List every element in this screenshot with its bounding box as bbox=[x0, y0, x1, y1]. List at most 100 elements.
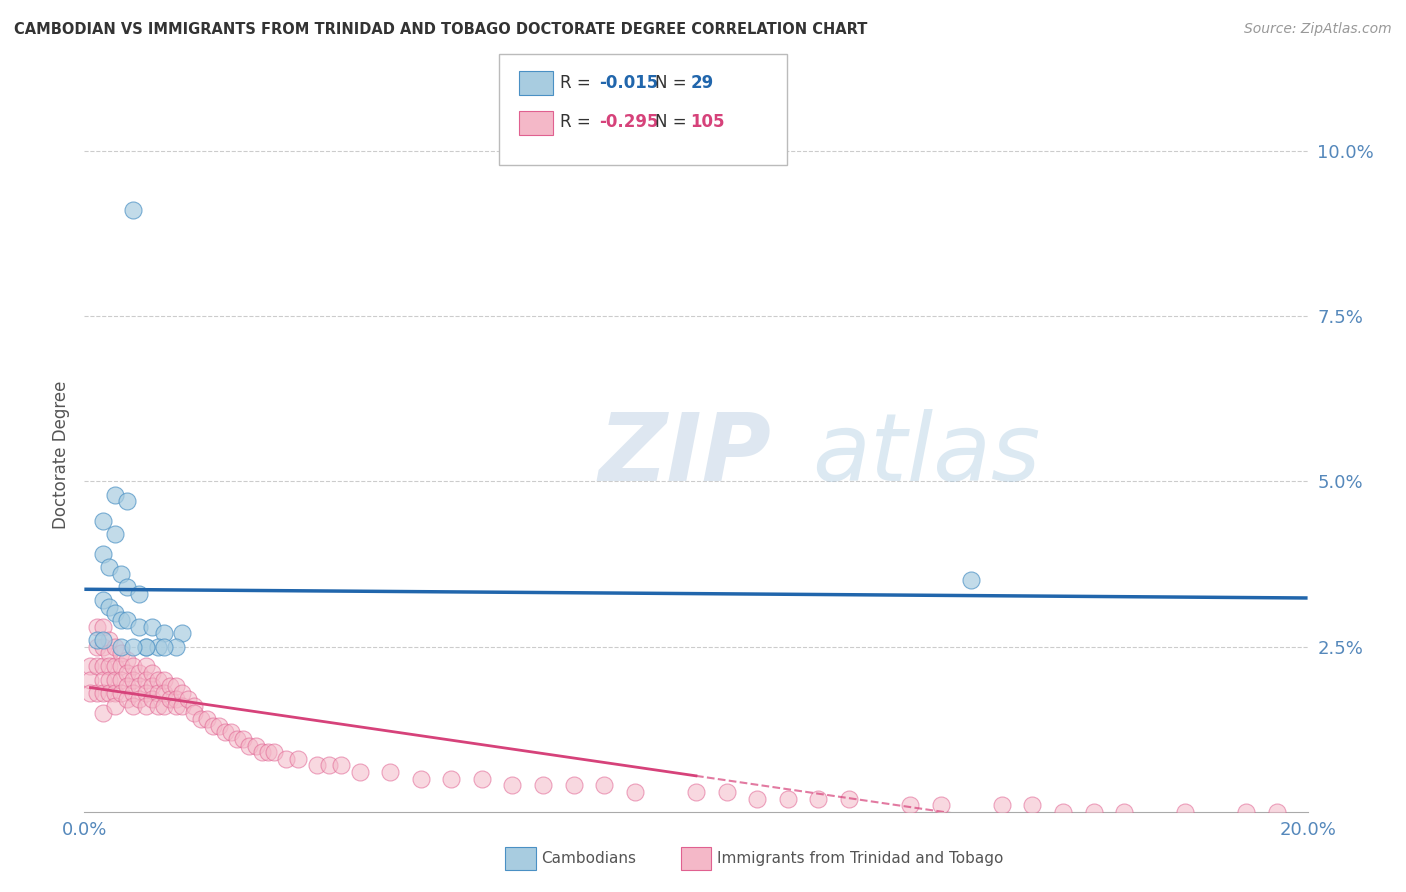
Point bbox=[318, 758, 340, 772]
Point bbox=[91, 659, 114, 673]
Text: N =: N = bbox=[655, 74, 692, 92]
Point bbox=[409, 772, 432, 786]
Point bbox=[135, 686, 157, 700]
Point bbox=[122, 686, 145, 700]
Point bbox=[141, 665, 163, 680]
Text: CAMBODIAN VS IMMIGRANTS FROM TRINIDAD AND TOBAGO DOCTORATE DEGREE CORRELATION CH: CAMBODIAN VS IMMIGRANTS FROM TRINIDAD AN… bbox=[14, 22, 868, 37]
Point bbox=[135, 659, 157, 673]
Point bbox=[991, 798, 1014, 813]
Point bbox=[593, 778, 616, 792]
Point bbox=[807, 791, 830, 805]
Point bbox=[115, 665, 138, 680]
Point bbox=[128, 692, 150, 706]
Point bbox=[1114, 805, 1136, 819]
Point bbox=[183, 706, 205, 720]
Point bbox=[115, 494, 138, 508]
Point bbox=[257, 745, 280, 759]
Point bbox=[122, 203, 145, 218]
Point bbox=[79, 673, 101, 687]
Point bbox=[86, 640, 108, 654]
Point bbox=[1083, 805, 1105, 819]
Point bbox=[153, 673, 176, 687]
Text: 105: 105 bbox=[690, 113, 725, 131]
Point bbox=[1265, 805, 1288, 819]
Point bbox=[110, 566, 132, 581]
Text: ZIP: ZIP bbox=[598, 409, 770, 501]
Text: Cambodians: Cambodians bbox=[541, 851, 637, 865]
Point bbox=[214, 725, 236, 739]
Point bbox=[115, 679, 138, 693]
Text: -0.295: -0.295 bbox=[599, 113, 658, 131]
Point bbox=[165, 692, 187, 706]
Point bbox=[201, 719, 224, 733]
Point bbox=[716, 785, 738, 799]
Point bbox=[898, 798, 921, 813]
Point bbox=[685, 785, 707, 799]
Point bbox=[104, 673, 127, 687]
Point bbox=[86, 659, 108, 673]
Point bbox=[440, 772, 463, 786]
Point bbox=[79, 659, 101, 673]
Point bbox=[110, 659, 132, 673]
Point bbox=[128, 679, 150, 693]
Point bbox=[172, 686, 194, 700]
Point bbox=[165, 640, 187, 654]
Point bbox=[91, 640, 114, 654]
Point bbox=[226, 732, 249, 747]
Text: R =: R = bbox=[560, 113, 596, 131]
Point bbox=[97, 646, 120, 660]
Point bbox=[135, 640, 157, 654]
Point bbox=[250, 745, 273, 759]
Point bbox=[776, 791, 799, 805]
Point bbox=[330, 758, 353, 772]
Point bbox=[153, 698, 176, 713]
Point bbox=[141, 692, 163, 706]
Point bbox=[153, 686, 176, 700]
Point bbox=[208, 719, 231, 733]
Point bbox=[190, 712, 212, 726]
Text: 29: 29 bbox=[690, 74, 714, 92]
Point bbox=[562, 778, 585, 792]
Point bbox=[97, 560, 120, 574]
Point bbox=[128, 620, 150, 634]
Point bbox=[91, 632, 114, 647]
Point bbox=[146, 640, 169, 654]
Point bbox=[380, 765, 402, 780]
Point bbox=[165, 679, 187, 693]
Point bbox=[502, 778, 524, 792]
Point bbox=[110, 613, 132, 627]
Text: Immigrants from Trinidad and Tobago: Immigrants from Trinidad and Tobago bbox=[717, 851, 1004, 865]
Point bbox=[97, 632, 120, 647]
Point bbox=[104, 659, 127, 673]
Point bbox=[135, 640, 157, 654]
Point bbox=[86, 620, 108, 634]
Point bbox=[1174, 805, 1197, 819]
Point bbox=[287, 752, 309, 766]
Point bbox=[153, 640, 176, 654]
Point bbox=[172, 698, 194, 713]
Point bbox=[159, 679, 181, 693]
Text: Source: ZipAtlas.com: Source: ZipAtlas.com bbox=[1244, 22, 1392, 37]
Point bbox=[263, 745, 285, 759]
Point bbox=[110, 686, 132, 700]
Point bbox=[97, 599, 120, 614]
Point bbox=[135, 698, 157, 713]
Point bbox=[960, 574, 983, 588]
Point bbox=[1021, 798, 1043, 813]
Point bbox=[122, 640, 145, 654]
Point bbox=[86, 686, 108, 700]
Point bbox=[349, 765, 371, 780]
Point bbox=[183, 698, 205, 713]
Point bbox=[153, 626, 176, 640]
Point bbox=[97, 673, 120, 687]
Point bbox=[104, 527, 127, 541]
Point bbox=[104, 607, 127, 621]
Point bbox=[91, 514, 114, 528]
Point bbox=[747, 791, 769, 805]
Point bbox=[104, 698, 127, 713]
Point bbox=[177, 692, 200, 706]
Text: -0.015: -0.015 bbox=[599, 74, 658, 92]
Point bbox=[1234, 805, 1257, 819]
Point bbox=[172, 626, 194, 640]
Point bbox=[97, 686, 120, 700]
